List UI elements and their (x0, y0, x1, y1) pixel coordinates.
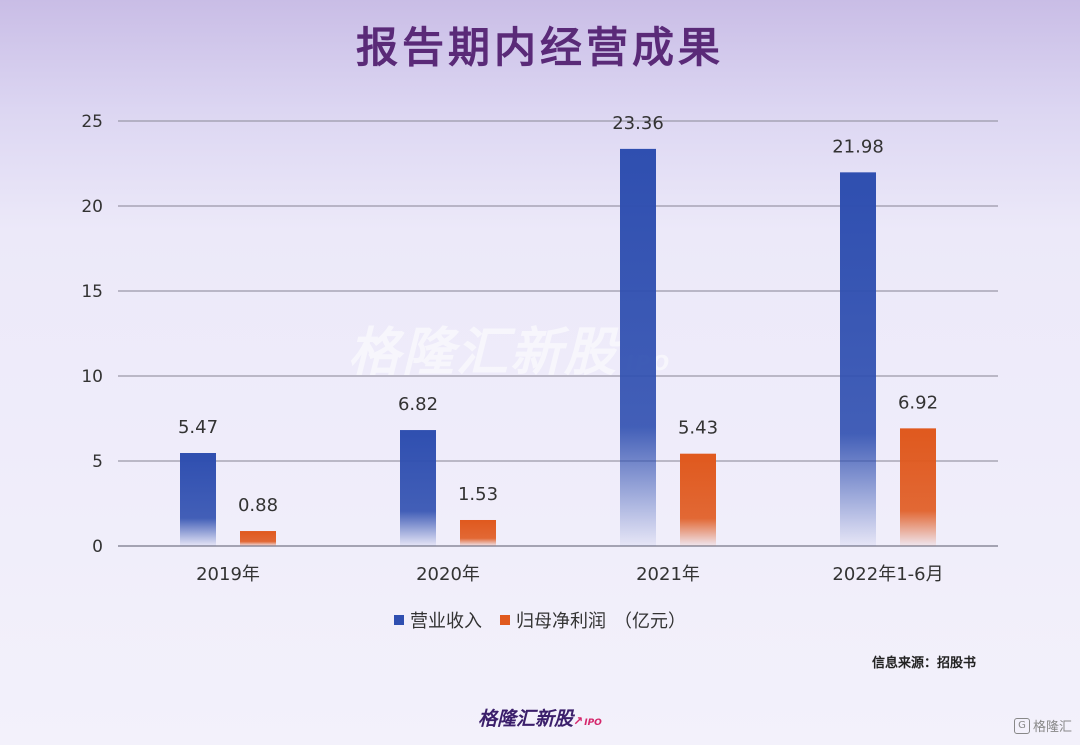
bar-revenue (620, 148, 656, 546)
x-tick-label: 2022年1-6月 (832, 564, 943, 585)
bar-revenue (400, 430, 436, 546)
bar-chart: 0 5 10 15 20 25 5.47 0.88 2019年 6.82 1.53 2020年 23.3… (81, 112, 998, 585)
x-tick-label: 2020年 (416, 564, 480, 585)
corner-badge-text: 格隆汇 (1032, 720, 1072, 735)
brand-logo: 格隆汇新股↗IPO (0, 704, 1080, 731)
legend-item-profit: 归母净利润 （亿元） (500, 607, 686, 633)
data-label: 0.88 (238, 495, 278, 516)
legend-item-revenue: 营业收入 (394, 607, 482, 633)
corner-logo-icon: G (1013, 717, 1030, 734)
bar-revenue (840, 172, 876, 546)
y-tick-label: 10 (81, 367, 103, 387)
legend-swatch-revenue (394, 615, 404, 625)
legend-swatch-profit (500, 615, 510, 625)
bar-profit (240, 531, 276, 546)
data-label: 5.47 (178, 417, 218, 438)
bar-profit (900, 428, 936, 546)
legend-label-profit: 归母净利润 (516, 611, 606, 632)
legend: 营业收入 归母净利润 （亿元） (0, 607, 1080, 633)
data-label: 6.82 (398, 394, 438, 415)
data-label: 21.98 (832, 136, 884, 157)
y-tick-label: 0 (92, 537, 103, 557)
data-label: 23.36 (612, 113, 664, 134)
brand-logo-text: 格隆汇新股 (478, 708, 574, 730)
y-tick-label: 5 (92, 452, 103, 472)
bar-revenue (180, 453, 216, 546)
y-tick-label: 25 (81, 112, 103, 132)
y-tick-label: 20 (81, 197, 103, 217)
legend-label-revenue: 营业收入 (410, 611, 482, 632)
page-title: 报告期内经营成果 (355, 23, 724, 72)
trend-arrow-icon: ↗ (573, 714, 584, 728)
data-label: 5.43 (678, 418, 718, 439)
corner-badge: G 格隆汇 (1013, 716, 1072, 735)
data-label: 1.53 (458, 484, 498, 505)
brand-logo-ipo: IPO (584, 718, 602, 728)
bar-profit (460, 519, 496, 546)
y-tick-label: 15 (81, 282, 103, 302)
source-note: 信息来源：招股书 (871, 656, 976, 671)
bar-profit (680, 453, 716, 546)
x-tick-label: 2021年 (636, 564, 700, 585)
data-label: 6.92 (898, 392, 938, 413)
legend-unit: （亿元） (614, 611, 686, 632)
x-tick-label: 2019年 (196, 564, 260, 585)
